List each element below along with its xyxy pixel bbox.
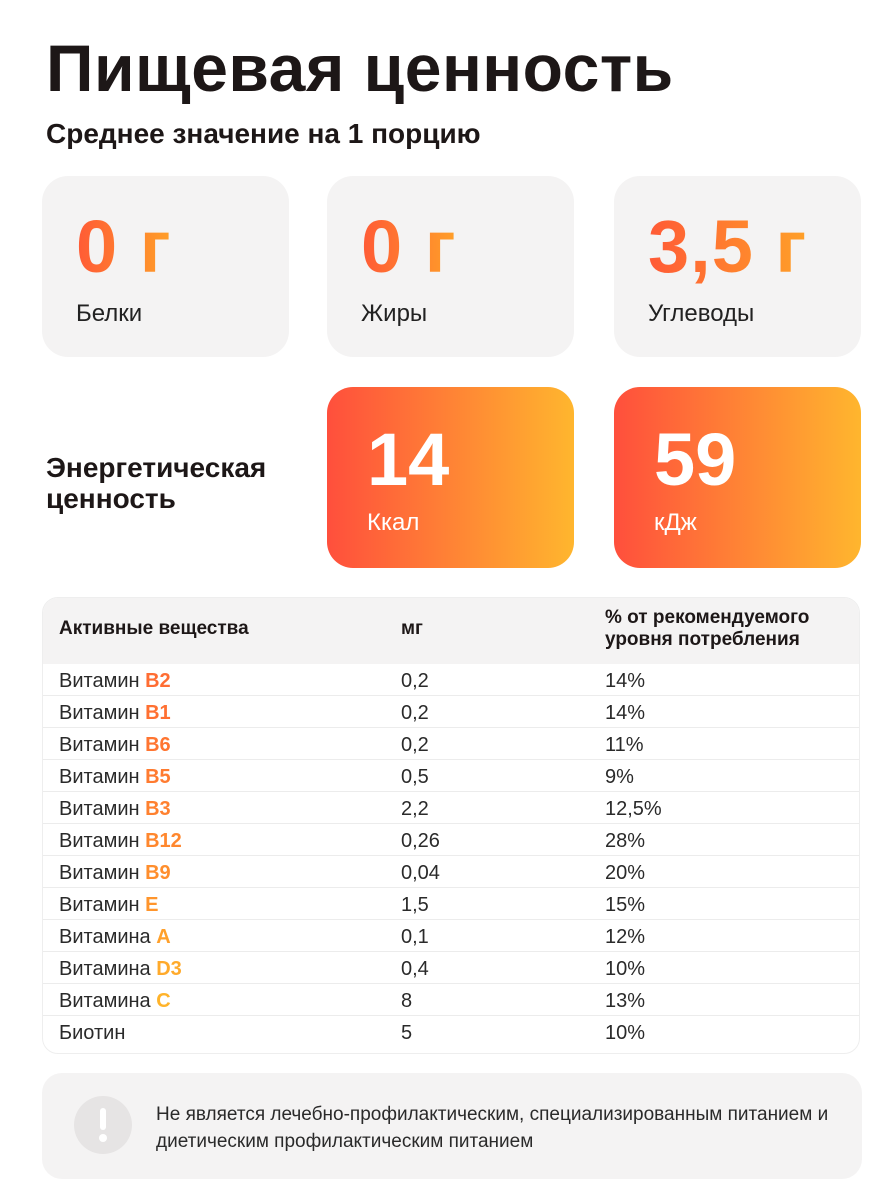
table-row: Витамин B12 0,26 28% [43, 824, 859, 856]
nutrient-prefix: Биотин [59, 1022, 126, 1044]
nutrient-mg: 8 [401, 990, 413, 1012]
energy-unit: кДж [654, 509, 697, 536]
nutrient-prefix: Витамин [59, 862, 140, 884]
nutrient-prefix: Витамин [59, 670, 140, 692]
table-row: Витамин B1 0,2 14% [43, 696, 859, 728]
nutrient-name: Витамин E [59, 894, 158, 917]
nutrient-percent: 13% [605, 990, 646, 1012]
disclaimer-notice: Не является лечебно-профилактическим, сп… [42, 1073, 862, 1179]
macro-label: Белки [76, 300, 143, 327]
nutrient-name: Витамин B2 [59, 670, 171, 693]
table-row: Витамин E 1,5 15% [43, 888, 859, 920]
energy-value: 14 [367, 418, 450, 501]
vitamin-code: B6 [145, 734, 171, 756]
nutrient-mg: 0,26 [401, 830, 440, 852]
nutrient-percent: 12,5% [605, 798, 662, 820]
nutrient-mg: 5 [401, 1022, 413, 1044]
nutrient-percent: 14% [605, 702, 646, 724]
macro-card-protein: 0 г Белки [42, 176, 289, 357]
table-row: Витамин B2 0,2 14% [43, 664, 859, 696]
table-row: Витамина D3 0,4 10% [43, 952, 859, 984]
header-percent: % от рекомендуемого уровня потребления [605, 607, 810, 650]
nutrient-prefix: Витамин [59, 702, 140, 724]
energy-label: Энергетическая ценность [46, 452, 267, 514]
nutrient-percent: 28% [605, 830, 646, 852]
nutrient-mg: 0,04 [401, 862, 440, 884]
nutrient-percent: 9% [605, 766, 634, 788]
table-row: Витамин B5 0,5 9% [43, 760, 859, 792]
macro-card-fat: 0 г Жиры [327, 176, 574, 357]
nutrient-prefix: Витамин [59, 766, 140, 788]
vitamin-code: D3 [156, 958, 182, 980]
energy-value: 59 [654, 418, 737, 501]
energy-card-kj: 59 кДж [614, 387, 861, 568]
table-header: Активные вещества мг % от рекомендуемого… [43, 598, 859, 664]
energy-card-kcal: 14 Ккал [327, 387, 574, 568]
nutrient-name: Биотин [59, 1022, 125, 1045]
nutrient-percent: 10% [605, 1022, 646, 1044]
nutrient-percent: 12% [605, 926, 646, 948]
nutrient-mg: 0,5 [401, 766, 429, 788]
nutrient-mg: 0,2 [401, 734, 429, 756]
nutrient-name: Витамин B1 [59, 702, 171, 725]
nutrient-percent: 20% [605, 862, 646, 884]
page-subtitle: Среднее значение на 1 порцию [46, 118, 481, 149]
disclaimer-text: Не является лечебно-профилактическим, сп… [156, 1104, 829, 1152]
table-row: Биотин 5 10% [43, 1016, 859, 1048]
table-row: Витамина A 0,1 12% [43, 920, 859, 952]
vitamin-code: B2 [145, 670, 171, 692]
nutrients-table: Активные вещества мг % от рекомендуемого… [42, 597, 860, 1054]
nutrient-name: Витамина C [59, 990, 171, 1013]
nutrient-prefix: Витамин [59, 894, 140, 916]
macro-value: 0 г [76, 205, 172, 288]
nutrient-mg: 0,2 [401, 702, 429, 724]
nutrient-name: Витамин B12 [59, 830, 182, 853]
header-substance: Активные вещества [59, 618, 249, 639]
table-row: Витамина C 8 13% [43, 984, 859, 1016]
nutrient-name: Витамин B3 [59, 798, 171, 821]
nutrient-percent: 10% [605, 958, 646, 980]
vitamin-code: A [156, 926, 171, 948]
macro-value: 3,5 г [648, 205, 808, 288]
vitamin-code: B5 [145, 766, 171, 788]
nutrient-prefix: Витамина [59, 958, 151, 980]
table-row: Витамин B9 0,04 20% [43, 856, 859, 888]
header-mg: мг [401, 618, 423, 639]
nutrient-percent: 15% [605, 894, 646, 916]
nutrient-mg: 0,2 [401, 670, 429, 692]
macro-card-carbs: 3,5 г Углеводы [614, 176, 861, 357]
nutrient-percent: 14% [605, 670, 646, 692]
vitamin-code: B3 [145, 798, 171, 820]
exclamation-icon [74, 1096, 132, 1154]
macro-value: 0 г [361, 205, 457, 288]
nutrient-prefix: Витамин [59, 830, 140, 852]
vitamin-code: E [145, 894, 159, 916]
table-body: Витамин B2 0,2 14% Витамин B1 0,2 14% Витамин … [43, 664, 859, 1048]
nutrient-mg: 0,1 [401, 926, 429, 948]
vitamin-code: B12 [145, 830, 182, 852]
macro-label: Жиры [361, 300, 428, 327]
nutrient-prefix: Витамина [59, 926, 151, 948]
nutrient-mg: 1,5 [401, 894, 429, 916]
nutrient-mg: 0,4 [401, 958, 429, 980]
vitamin-code: C [156, 990, 171, 1012]
nutrient-prefix: Витамин [59, 798, 140, 820]
nutrient-prefix: Витамина [59, 990, 151, 1012]
nutrient-name: Витамина A [59, 926, 171, 949]
vitamin-code: B9 [145, 862, 171, 884]
macro-label: Углеводы [648, 300, 755, 327]
nutrient-mg: 2,2 [401, 798, 429, 820]
nutrient-name: Витамина D3 [59, 958, 182, 981]
vitamin-code: B1 [145, 702, 171, 724]
table-row: Витамин B6 0,2 11% [43, 728, 859, 760]
table-row: Витамин B3 2,2 12,5% [43, 792, 859, 824]
nutrient-name: Витамин B5 [59, 766, 171, 789]
page-title: Пищевая ценность [46, 31, 674, 105]
nutrient-percent: 11% [605, 734, 644, 756]
nutrient-name: Витамин B9 [59, 862, 171, 885]
nutrient-prefix: Витамин [59, 734, 140, 756]
energy-unit: Ккал [367, 509, 420, 536]
nutrient-name: Витамин B6 [59, 734, 171, 757]
